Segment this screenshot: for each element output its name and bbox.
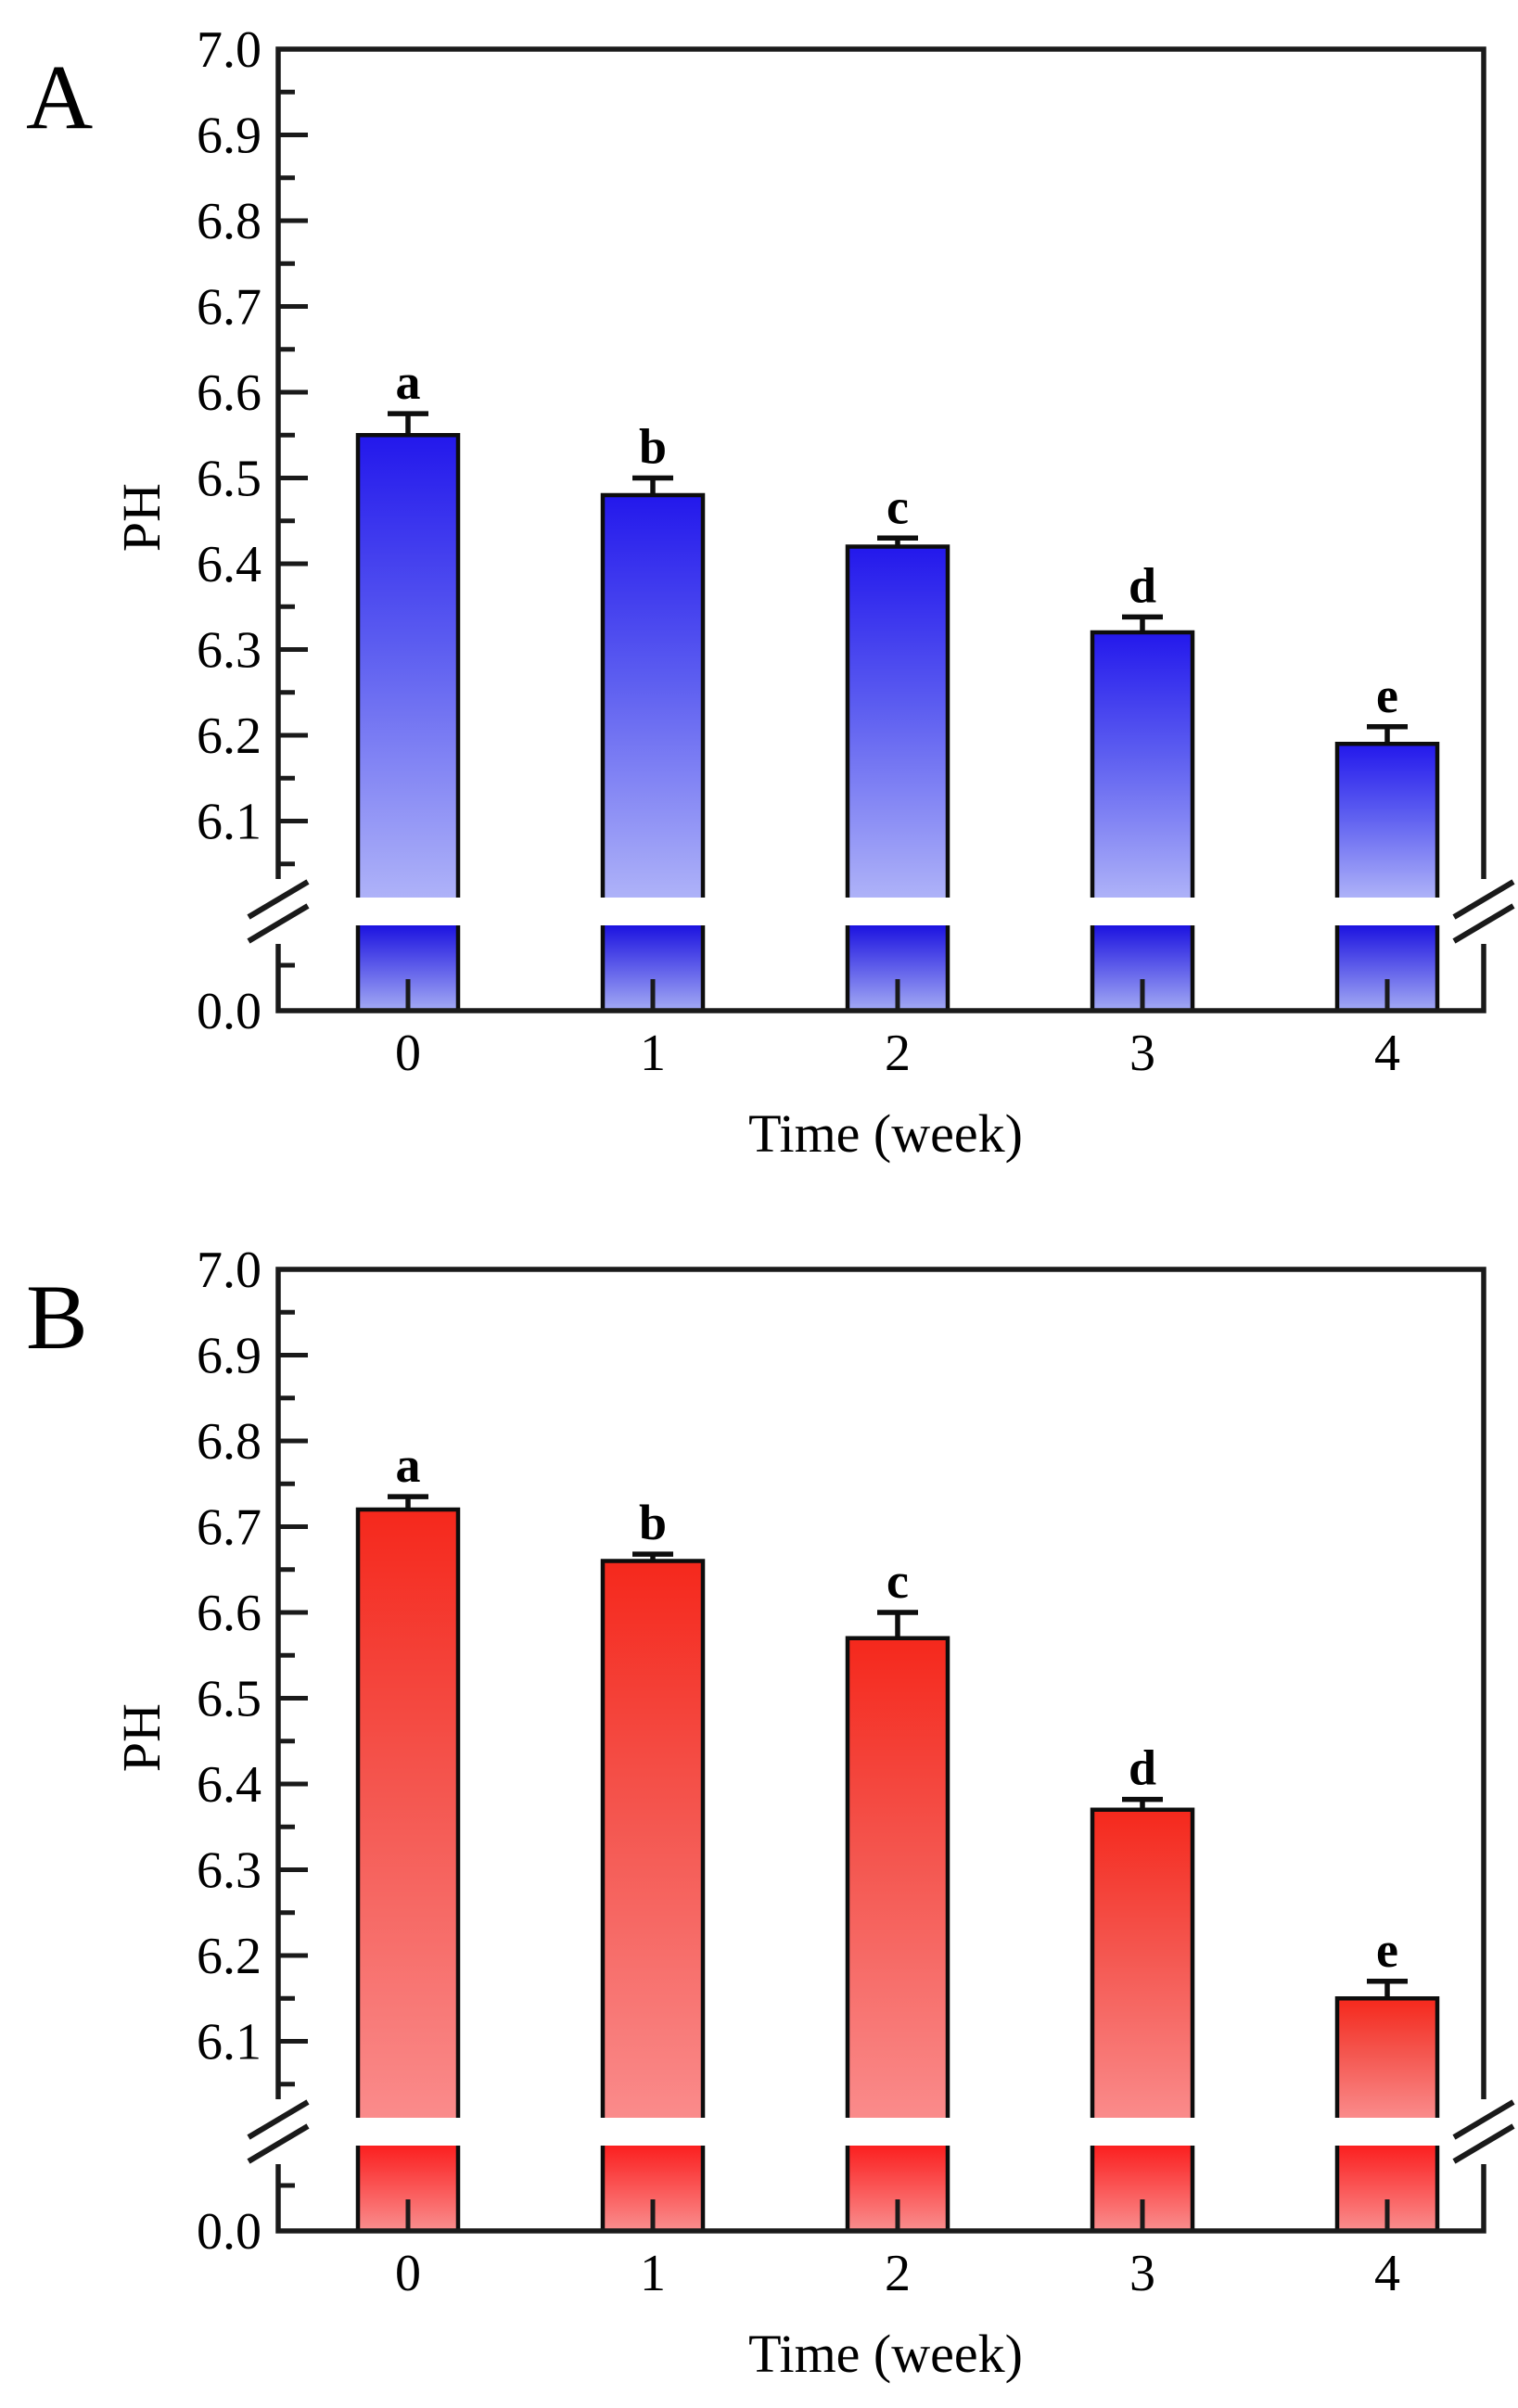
y-tick-label: 7.0: [197, 1242, 262, 1299]
axis-break-gap: [274, 2099, 282, 2164]
axis-break-gap: [274, 879, 282, 944]
chart-panel-a: a b c d e 0 1 2 3 4 7.0 6.9 6.8 6.7 6.6 6.5 6.4 6.3 6.2 6.1…: [26, 21, 1515, 1164]
y-tick-label: 6.4: [197, 536, 262, 593]
axis-break-slash: [247, 2123, 310, 2164]
x-tick-label: 2: [885, 2245, 911, 2302]
sig-letter: c: [887, 478, 909, 534]
axis-break-slash: [1452, 903, 1515, 944]
axis-break-gap: [1480, 2099, 1487, 2164]
sig-letter: b: [639, 1495, 667, 1550]
y-tick-label: 6.3: [197, 622, 262, 680]
axis-break-slash: [247, 903, 310, 944]
x-tick-label: 2: [885, 1025, 911, 1082]
x-tick-label: 0: [395, 2245, 421, 2302]
y-baseline-label: 0.0: [197, 2203, 262, 2261]
x-tick-label: 1: [640, 2245, 666, 2302]
y-tick-label: 6.7: [197, 1499, 262, 1557]
x-tick-label: 1: [640, 1025, 666, 1082]
sig-letter: d: [1129, 557, 1156, 613]
panel-label: A: [26, 45, 93, 148]
y-tick-label: 7.0: [197, 21, 262, 79]
bar-week-3: [1090, 630, 1195, 898]
x-axis-title: Time (week): [748, 2324, 1023, 2384]
chart-panel-b: a b c d e 0 1 2 3 4 7.0 6.9 6.8 6.7 6.6 6.5 6.4 6.3 6.2 6.1…: [26, 1242, 1515, 2384]
bar-week-1: [600, 492, 706, 898]
x-axis-title: Time (week): [748, 1103, 1023, 1164]
sig-letter: e: [1376, 1922, 1398, 1978]
y-tick-label: 6.6: [197, 364, 262, 422]
y-tick-label: 6.3: [197, 1842, 262, 1900]
axis-break-slash: [1452, 2123, 1515, 2164]
y-tick-label: 6.7: [197, 279, 262, 337]
axis-break-slash: [1452, 879, 1515, 920]
x-tick-label: 4: [1374, 1025, 1400, 1082]
sig-letter: b: [639, 419, 667, 475]
bar-week-0: [355, 1507, 461, 2118]
y-tick-label: 6.9: [197, 1328, 262, 1385]
x-tick-label: 0: [395, 1025, 421, 1082]
y-tick-label: 6.9: [197, 108, 262, 165]
axis-break-slash: [1452, 2099, 1515, 2140]
x-tick-label: 3: [1129, 2245, 1155, 2302]
y-tick-label: 6.2: [197, 1928, 262, 1985]
y-baseline-label: 0.0: [197, 983, 262, 1040]
axis-break-slash: [247, 2099, 310, 2140]
sig-letter: a: [396, 1437, 421, 1493]
bar-week-4: [1334, 742, 1440, 898]
y-tick-label: 6.5: [197, 1671, 262, 1728]
axis-break-gap: [1480, 879, 1487, 944]
y-tick-label: 6.6: [197, 1585, 262, 1642]
y-tick-label: 6.4: [197, 1756, 262, 1814]
bar-week-2: [845, 1636, 950, 2118]
x-tick-label: 3: [1129, 1025, 1155, 1082]
sig-letter: c: [887, 1553, 909, 1609]
bar-week-3: [1090, 1807, 1195, 2118]
bar-week-4: [1334, 1996, 1440, 2118]
bar-week-2: [845, 544, 950, 898]
bar-week-1: [600, 1559, 706, 2118]
y-tick-label: 6.8: [197, 193, 262, 250]
plot-border: [275, 46, 1486, 1013]
plot-border: [275, 1267, 1486, 2234]
axis-break-slash: [247, 879, 310, 920]
sig-letter: e: [1376, 668, 1398, 723]
y-tick-label: 6.5: [197, 451, 262, 508]
y-axis-title: PH: [111, 483, 172, 552]
y-tick-label: 6.1: [197, 794, 262, 851]
sig-letter: d: [1129, 1740, 1156, 1796]
bar-week-0: [355, 433, 461, 898]
panel-label: B: [26, 1266, 88, 1369]
y-tick-label: 6.1: [197, 2014, 262, 2071]
sig-letter: a: [396, 354, 421, 410]
x-tick-label: 4: [1374, 2245, 1400, 2302]
y-axis-title: PH: [111, 1703, 172, 1772]
y-tick-label: 6.8: [197, 1413, 262, 1471]
y-tick-label: 6.2: [197, 707, 262, 765]
